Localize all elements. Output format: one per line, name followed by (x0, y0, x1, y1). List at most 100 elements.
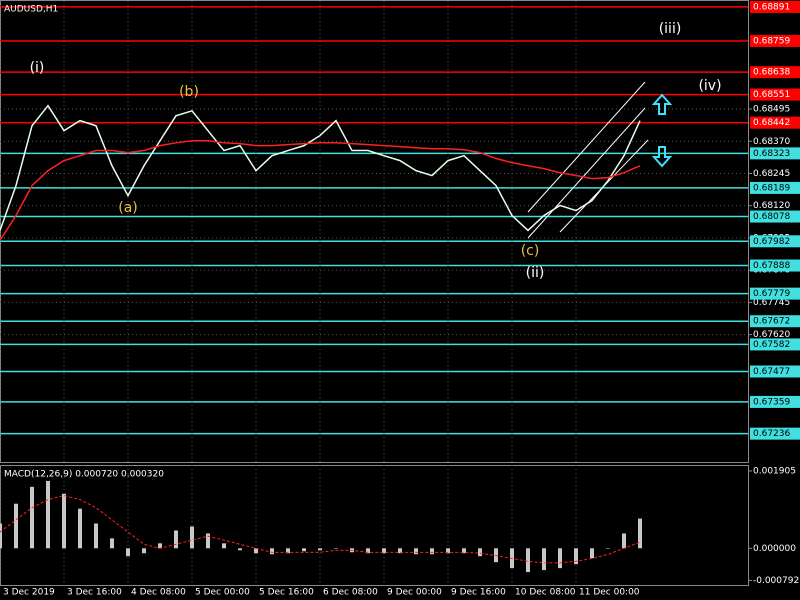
x-tick-label: 3 Dec 16:00 (67, 588, 122, 598)
level-label: 0.67236 (753, 429, 790, 439)
x-tick-label: 4 Dec 08:00 (131, 588, 186, 598)
histogram-bar (0, 523, 2, 549)
level-tag (750, 0, 800, 13)
wave-label: (b) (179, 84, 199, 100)
level-label: 0.67982 (753, 237, 790, 247)
level-label: 0.68442 (753, 118, 790, 128)
wave-label: (iv) (698, 78, 721, 94)
histogram-bar (78, 508, 82, 549)
level-tag (750, 66, 800, 79)
chart-title: AUDUSD,H1 (4, 5, 58, 15)
x-tick-label: 3 Dec 2019 (3, 588, 55, 598)
wave-label: (i) (30, 60, 45, 76)
histogram-bar (478, 548, 482, 557)
histogram-bar (446, 548, 450, 554)
level-label: 0.68323 (753, 149, 790, 159)
histogram-bar (366, 548, 370, 554)
y-tick-label: 0.68120 (753, 201, 790, 211)
wave-label: (ii) (526, 265, 545, 281)
y-tick-label: 0.67745 (753, 298, 790, 308)
wave-label: (a) (118, 200, 138, 216)
histogram-bar (254, 548, 258, 554)
histogram-bar (622, 533, 626, 549)
histogram-bar (334, 548, 338, 549)
histogram-bar (14, 503, 18, 549)
histogram-bar (126, 548, 130, 557)
histogram-bar (590, 548, 594, 559)
histogram-bar (606, 548, 610, 549)
level-tag (750, 338, 800, 351)
histogram-bar (206, 533, 210, 549)
level-tag (750, 287, 800, 300)
histogram-bar (414, 548, 418, 555)
histogram-bar (270, 548, 274, 555)
histogram-bar (574, 548, 578, 565)
histogram-bar (430, 548, 434, 555)
wave-label: (iii) (659, 21, 682, 37)
level-label: 0.67477 (753, 367, 790, 377)
histogram-bar (190, 526, 194, 549)
y-tick-label: 0.67620 (753, 330, 790, 340)
series-line (0, 104, 641, 232)
histogram-bar (158, 543, 162, 549)
level-label: 0.67779 (753, 289, 790, 299)
macd-title: MACD(12,26,9) 0.000720 0.000320 (4, 470, 164, 480)
histogram-bar (46, 480, 50, 549)
level-tag (750, 147, 800, 160)
level-tag (750, 34, 800, 47)
histogram-bar (286, 548, 290, 554)
level-tag (750, 116, 800, 129)
histogram-bar (238, 548, 242, 551)
histogram-bar (462, 548, 466, 554)
x-tick-label: 5 Dec 16:00 (259, 588, 314, 598)
up-arrow (651, 93, 673, 115)
level-tag (750, 427, 800, 440)
x-tick-label: 10 Dec 08:00 (515, 588, 576, 598)
histogram-bar (174, 530, 178, 549)
x-tick-label: 11 Dec 00:00 (579, 588, 640, 598)
y-tick-label: 0.68370 (753, 137, 790, 147)
histogram-bar (62, 493, 66, 549)
y-tick-label: -0.000792 (753, 576, 799, 586)
level-tag (750, 181, 800, 194)
series-line (0, 139, 641, 241)
down-arrow (651, 146, 673, 168)
level-label: 0.68189 (753, 183, 790, 193)
channel-line (527, 107, 646, 239)
y-tick-label: 0.000000 (753, 544, 796, 554)
level-label: 0.67888 (753, 261, 790, 271)
y-tick-label: 0.001905 (753, 466, 796, 476)
series-line (0, 495, 641, 564)
histogram-bar (558, 548, 562, 569)
histogram-bar (110, 538, 114, 549)
y-tick-label: 0.68495 (753, 105, 790, 115)
level-label: 0.67582 (753, 340, 790, 350)
level-label: 0.67359 (753, 397, 790, 407)
level-tag (750, 365, 800, 378)
x-tick-label: 5 Dec 00:00 (195, 588, 250, 598)
level-label: 0.68078 (753, 212, 790, 222)
y-tick-label: 0.68245 (753, 169, 790, 179)
level-label: 0.67672 (753, 317, 790, 327)
histogram-bar (318, 548, 322, 551)
level-label: 0.68551 (753, 90, 790, 100)
x-tick-label: 9 Dec 00:00 (387, 588, 442, 598)
level-tag (750, 235, 800, 248)
histogram-bar (30, 486, 34, 549)
histogram-bar (302, 548, 306, 552)
histogram-bar (142, 548, 146, 554)
level-label: 0.68759 (753, 36, 790, 46)
histogram-bar (222, 543, 226, 549)
level-tag (750, 88, 800, 101)
histogram-bar (94, 523, 98, 549)
channel-line (527, 81, 646, 213)
level-tag (750, 259, 800, 272)
level-tag (750, 315, 800, 328)
wave-label: (c) (521, 243, 540, 259)
main-panel (0, 0, 749, 463)
histogram-bar (638, 518, 642, 549)
histogram-bar (398, 548, 402, 554)
histogram-bar (526, 548, 530, 573)
level-tag (750, 395, 800, 408)
